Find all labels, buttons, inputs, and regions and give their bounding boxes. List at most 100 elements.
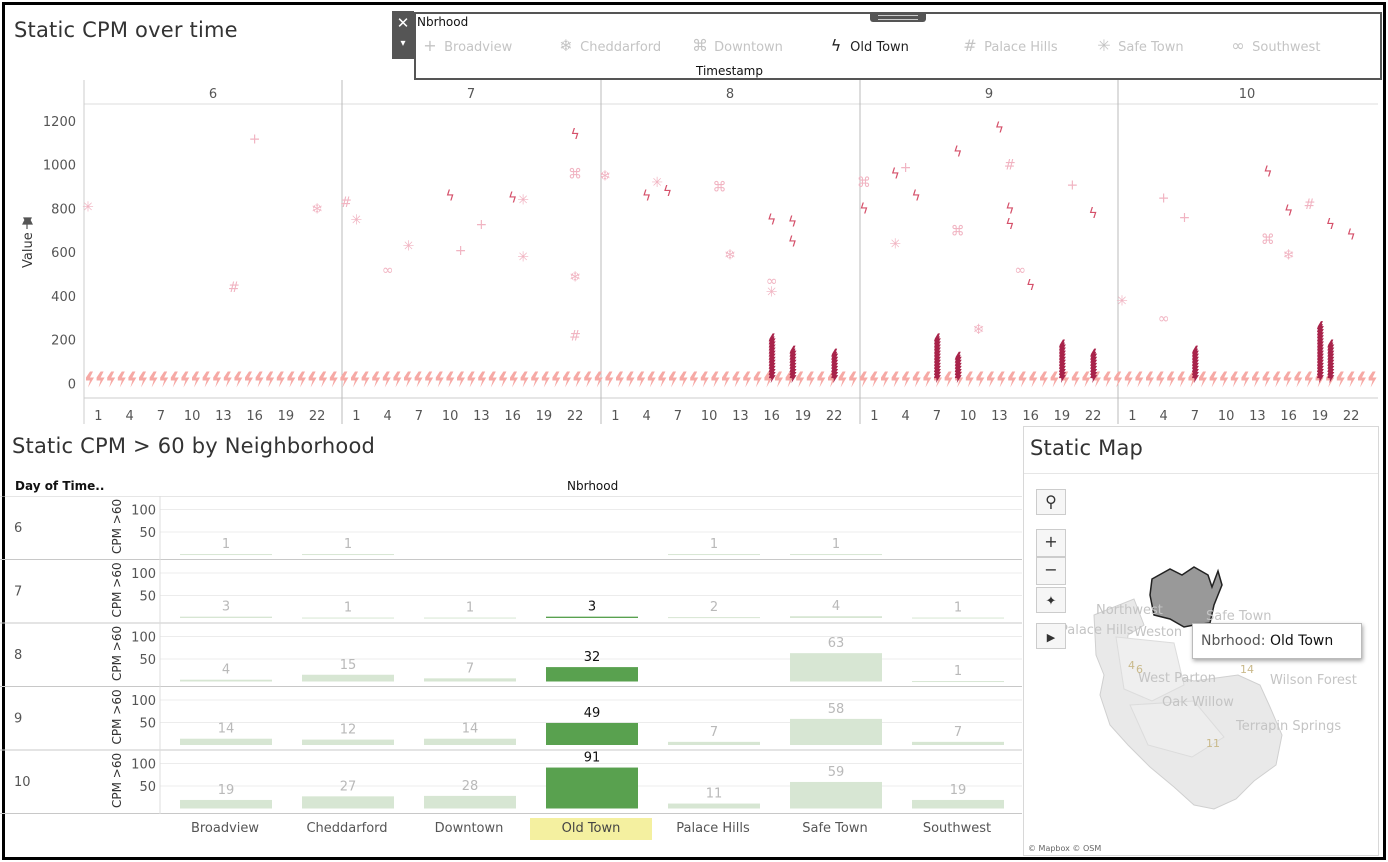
point-safe-town[interactable]: ✳ xyxy=(82,199,94,215)
point-old-town[interactable]: ϟ xyxy=(1284,204,1293,220)
category-label[interactable]: Broadview xyxy=(190,821,260,836)
point-safe-town[interactable]: ✳ xyxy=(351,212,363,228)
point-palace-hills[interactable]: # xyxy=(1004,158,1016,174)
legend-item[interactable]: ❄ Cheddarford xyxy=(556,36,661,55)
bar[interactable] xyxy=(180,554,272,556)
point-broadview[interactable]: + xyxy=(1158,191,1170,207)
point-southwest[interactable]: ∞ xyxy=(382,263,394,279)
bar[interactable] xyxy=(424,678,516,682)
point-safe-town[interactable]: ✳ xyxy=(517,193,529,209)
point-old-town[interactable]: ϟ xyxy=(1347,228,1356,244)
point-safe-town[interactable]: ✳ xyxy=(651,175,663,191)
point-old-town[interactable]: ϟ xyxy=(859,201,868,217)
point-old-town[interactable]: ϟ xyxy=(788,234,797,250)
point-broadview[interactable]: + xyxy=(249,131,261,147)
bar[interactable] xyxy=(424,738,516,745)
point-broadview[interactable]: + xyxy=(1066,177,1078,193)
point-safe-town[interactable]: ✳ xyxy=(766,285,778,301)
bar[interactable] xyxy=(668,554,760,556)
point-old-town[interactable]: ϟ xyxy=(642,188,651,204)
bar[interactable] xyxy=(668,741,760,745)
bar[interactable] xyxy=(546,722,638,745)
bar[interactable] xyxy=(668,617,760,619)
map-marker[interactable]: 6 xyxy=(1136,663,1143,676)
point-downtown[interactable]: ⌘ xyxy=(857,175,871,191)
point-cheddarford[interactable]: ❄ xyxy=(1283,247,1295,263)
point-safe-town[interactable]: ✳ xyxy=(889,236,901,252)
category-label[interactable]: Safe Town xyxy=(802,821,868,836)
point-palace-hills[interactable]: # xyxy=(340,195,352,211)
category-label[interactable]: Cheddarford xyxy=(306,821,388,836)
bar[interactable] xyxy=(302,739,394,745)
bar[interactable] xyxy=(546,616,638,618)
bar[interactable] xyxy=(912,799,1004,809)
point-old-town[interactable]: ϟ xyxy=(767,212,776,228)
point-broadview[interactable]: + xyxy=(900,160,912,176)
old-town-region[interactable] xyxy=(1149,566,1223,628)
unpin-icon[interactable]: ✦ xyxy=(1045,594,1057,609)
bar[interactable] xyxy=(180,679,272,682)
bar[interactable] xyxy=(302,796,394,809)
bar[interactable] xyxy=(180,799,272,809)
point-old-town[interactable]: ϟ xyxy=(1263,164,1272,180)
bar[interactable] xyxy=(790,554,882,556)
bar[interactable] xyxy=(302,617,394,619)
point-broadview[interactable]: + xyxy=(476,217,488,233)
point-palace-hills[interactable]: # xyxy=(228,280,240,296)
category-label[interactable]: Palace Hills xyxy=(676,821,750,836)
point-cheddarford[interactable]: ❄ xyxy=(599,169,611,185)
bar[interactable] xyxy=(546,767,638,809)
zoom-out-button[interactable]: − xyxy=(1036,557,1066,585)
minus-icon[interactable]: − xyxy=(1044,560,1058,579)
point-broadview[interactable]: + xyxy=(455,243,467,259)
close-icon[interactable]: ✕ xyxy=(396,14,410,32)
map-canvas[interactable] xyxy=(1024,475,1378,855)
point-safe-town[interactable]: ✳ xyxy=(1116,293,1128,309)
point-old-town[interactable]: ϟ xyxy=(1326,217,1335,233)
map-marker[interactable]: 4 xyxy=(1128,659,1135,672)
bar[interactable] xyxy=(912,681,1004,683)
point-old-town[interactable]: ϟ xyxy=(1089,206,1098,222)
map-attribution[interactable]: © Mapbox © OSM xyxy=(1028,844,1102,853)
point-safe-town[interactable]: ✳ xyxy=(403,239,415,255)
plus-icon[interactable]: + xyxy=(1044,532,1058,551)
point-broadview[interactable]: + xyxy=(1179,210,1191,226)
search-icon[interactable]: ⚲ xyxy=(1045,492,1057,511)
bar[interactable] xyxy=(912,741,1004,745)
point-old-town[interactable]: ϟ xyxy=(995,121,1004,137)
legend-item[interactable]: # Palace Hills xyxy=(960,36,1057,55)
point-downtown[interactable]: ⌘ xyxy=(713,180,727,196)
point-old-town[interactable]: ϟ xyxy=(911,188,920,204)
point-old-town[interactable]: ϟ xyxy=(571,127,580,143)
category-label[interactable]: Southwest xyxy=(922,821,992,836)
unpin-map-button[interactable]: ✦ xyxy=(1036,587,1066,613)
category-label[interactable]: Old Town xyxy=(530,818,652,840)
point-downtown[interactable]: ⌘ xyxy=(1261,232,1275,248)
point-palace-hills[interactable]: # xyxy=(1304,197,1316,213)
point-palace-hills[interactable]: # xyxy=(569,328,581,344)
bar[interactable] xyxy=(546,667,638,682)
bar[interactable] xyxy=(424,617,516,619)
map-marker[interactable]: 11 xyxy=(1206,737,1220,750)
map-search-button[interactable]: ⚲ xyxy=(1036,489,1066,515)
legend-item[interactable]: ϟ Old Town xyxy=(826,36,909,55)
point-cheddarford[interactable]: ❄ xyxy=(569,269,581,285)
bar[interactable] xyxy=(302,554,394,556)
bar[interactable] xyxy=(302,674,394,682)
map-toolbar-expand-button[interactable]: ▶ xyxy=(1036,623,1066,649)
point-old-town[interactable]: ϟ xyxy=(1026,278,1035,294)
point-southwest[interactable]: ∞ xyxy=(1014,263,1026,279)
point-downtown[interactable]: ⌘ xyxy=(951,223,965,239)
point-cheddarford[interactable]: ❄ xyxy=(724,247,736,263)
legend-item[interactable]: ✳ Safe Town xyxy=(1094,36,1183,55)
bar[interactable] xyxy=(790,781,882,809)
legend-item[interactable]: ⌘ Downtown xyxy=(690,36,783,55)
legend-close-button[interactable]: ✕ ▾ xyxy=(392,11,414,59)
category-label[interactable]: Downtown xyxy=(434,821,504,836)
pin-icon[interactable] xyxy=(22,217,33,229)
point-old-town[interactable]: ϟ xyxy=(508,191,517,207)
bar[interactable] xyxy=(790,718,882,745)
point-downtown[interactable]: ⌘ xyxy=(568,166,582,182)
point-cheddarford[interactable]: ❄ xyxy=(973,322,985,338)
